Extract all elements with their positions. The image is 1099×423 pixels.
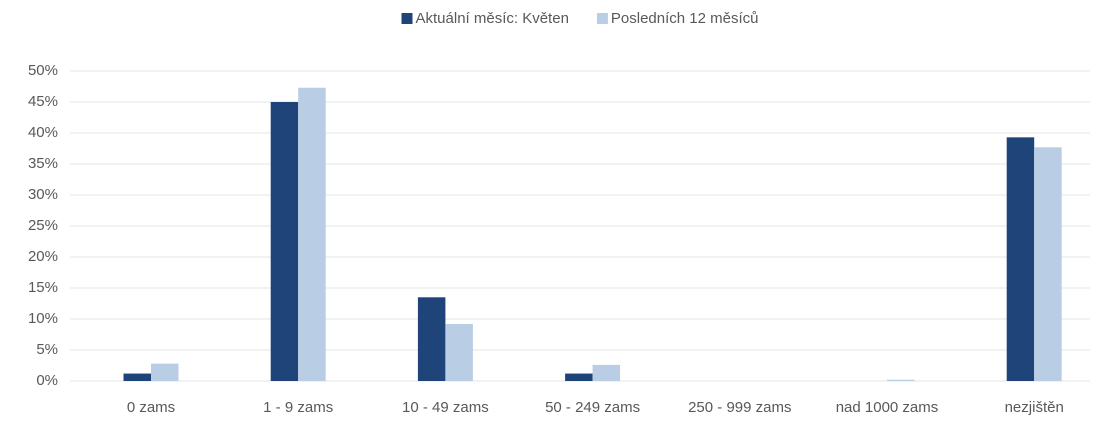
- bar: [270, 102, 299, 381]
- x-tick-label: 50 - 249 zams: [545, 399, 640, 416]
- x-tick-label: nad 1000 zams: [836, 399, 939, 416]
- bar: [1006, 137, 1035, 381]
- y-tick-label: 20%: [28, 248, 58, 265]
- y-tick-label: 5%: [36, 341, 58, 358]
- x-tick-label: 1 - 9 zams: [263, 399, 333, 416]
- bar: [123, 373, 151, 381]
- legend-swatch: [401, 13, 413, 24]
- x-tick-label: 10 - 49 zams: [402, 399, 489, 416]
- x-tick-label: 250 - 999 zams: [688, 399, 791, 416]
- y-tick-label: 35%: [28, 155, 58, 172]
- bar: [417, 297, 446, 381]
- legend-swatch: [596, 13, 608, 24]
- bar: [298, 87, 326, 382]
- y-tick-label: 0%: [36, 372, 58, 389]
- bar: [1034, 147, 1062, 381]
- y-tick-label: 25%: [28, 217, 58, 234]
- y-tick-label: 45%: [28, 93, 58, 110]
- x-tick-label: nezjištěn: [1005, 399, 1064, 416]
- legend-label: Aktuální měsíc: Květen: [416, 10, 569, 27]
- bar: [565, 373, 593, 381]
- y-tick-label: 30%: [28, 186, 58, 203]
- y-tick-label: 40%: [28, 124, 58, 141]
- legend-label: Posledních 12 měsíců: [611, 10, 759, 27]
- bar: [592, 364, 621, 381]
- bar: [887, 379, 915, 381]
- bar: [445, 323, 473, 381]
- y-tick-label: 15%: [28, 279, 58, 296]
- x-tick-label: 0 zams: [127, 399, 175, 416]
- bar: [151, 363, 179, 381]
- y-tick-label: 10%: [28, 310, 58, 327]
- y-tick-label: 50%: [28, 62, 58, 79]
